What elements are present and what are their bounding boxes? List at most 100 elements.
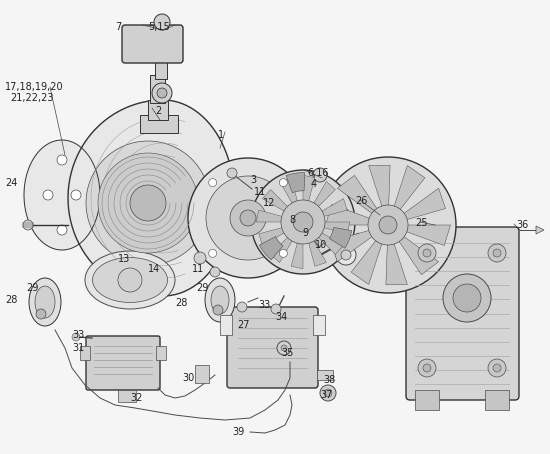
Bar xyxy=(80,346,90,360)
Circle shape xyxy=(423,364,431,372)
Bar xyxy=(140,115,178,133)
Text: 24: 24 xyxy=(5,178,18,188)
Circle shape xyxy=(206,176,290,260)
Text: 38: 38 xyxy=(323,375,336,385)
Circle shape xyxy=(154,14,170,30)
Bar xyxy=(156,346,166,360)
Circle shape xyxy=(493,249,501,257)
Circle shape xyxy=(43,190,53,200)
Circle shape xyxy=(279,178,287,187)
Circle shape xyxy=(418,359,436,377)
Circle shape xyxy=(98,153,198,253)
Polygon shape xyxy=(311,209,355,247)
Text: 12: 12 xyxy=(263,198,276,208)
Circle shape xyxy=(488,359,506,377)
Circle shape xyxy=(281,345,287,351)
Ellipse shape xyxy=(35,286,55,318)
Text: 2: 2 xyxy=(155,106,161,116)
Text: 36: 36 xyxy=(516,220,528,230)
Polygon shape xyxy=(271,236,293,262)
Text: 35: 35 xyxy=(281,348,293,358)
Text: 14: 14 xyxy=(148,264,160,274)
Bar xyxy=(148,100,168,120)
Polygon shape xyxy=(368,165,390,208)
Circle shape xyxy=(23,220,33,230)
Text: 34: 34 xyxy=(275,312,287,322)
Polygon shape xyxy=(259,227,285,246)
Circle shape xyxy=(279,249,287,257)
Wedge shape xyxy=(286,173,305,192)
Circle shape xyxy=(210,267,220,277)
Polygon shape xyxy=(303,175,315,202)
Text: 33: 33 xyxy=(72,330,84,340)
Bar xyxy=(118,390,136,402)
Circle shape xyxy=(493,364,501,372)
Circle shape xyxy=(271,304,281,314)
Text: 30: 30 xyxy=(182,373,194,383)
Ellipse shape xyxy=(205,278,235,322)
Circle shape xyxy=(118,268,142,292)
Text: 39: 39 xyxy=(232,427,244,437)
Polygon shape xyxy=(262,190,289,212)
Text: 3: 3 xyxy=(250,175,256,185)
Ellipse shape xyxy=(85,251,175,309)
Polygon shape xyxy=(308,239,326,266)
Circle shape xyxy=(320,385,336,401)
Polygon shape xyxy=(386,242,408,285)
Text: 27: 27 xyxy=(237,320,250,330)
Circle shape xyxy=(293,212,313,232)
Circle shape xyxy=(418,244,436,262)
Text: 7: 7 xyxy=(115,22,121,32)
Circle shape xyxy=(488,244,506,262)
Wedge shape xyxy=(329,227,351,248)
Polygon shape xyxy=(536,226,544,234)
Polygon shape xyxy=(405,225,450,246)
Text: 32: 32 xyxy=(130,393,142,403)
Circle shape xyxy=(130,185,166,221)
Bar xyxy=(195,365,209,383)
Wedge shape xyxy=(260,237,283,260)
Polygon shape xyxy=(256,210,284,222)
Text: 6,16: 6,16 xyxy=(307,168,328,178)
Bar xyxy=(220,315,232,335)
Polygon shape xyxy=(322,222,350,234)
Circle shape xyxy=(57,225,67,235)
FancyBboxPatch shape xyxy=(406,227,519,400)
Bar xyxy=(317,370,333,380)
Bar xyxy=(150,75,165,103)
Text: 11: 11 xyxy=(254,187,266,197)
Circle shape xyxy=(230,200,266,236)
Text: 37: 37 xyxy=(320,390,332,400)
Ellipse shape xyxy=(211,286,229,314)
Circle shape xyxy=(208,178,217,187)
Circle shape xyxy=(453,284,481,312)
Text: 13: 13 xyxy=(118,254,130,264)
Text: 8: 8 xyxy=(289,215,295,225)
Text: 33: 33 xyxy=(258,300,270,310)
Text: 5,15: 5,15 xyxy=(148,22,170,32)
Bar xyxy=(485,390,509,410)
Circle shape xyxy=(72,333,80,341)
Polygon shape xyxy=(398,236,438,275)
Ellipse shape xyxy=(92,257,168,302)
Polygon shape xyxy=(331,230,373,262)
Circle shape xyxy=(423,249,431,257)
FancyBboxPatch shape xyxy=(86,336,160,390)
Ellipse shape xyxy=(29,278,61,326)
Circle shape xyxy=(71,190,81,200)
Circle shape xyxy=(227,168,237,178)
Circle shape xyxy=(240,210,256,226)
Polygon shape xyxy=(326,205,371,225)
Circle shape xyxy=(324,389,332,397)
FancyBboxPatch shape xyxy=(227,307,318,388)
Text: 9: 9 xyxy=(302,228,308,238)
Circle shape xyxy=(157,88,167,98)
Text: 11: 11 xyxy=(192,264,204,274)
Text: 26: 26 xyxy=(355,196,367,206)
Text: 10: 10 xyxy=(315,240,327,250)
Circle shape xyxy=(251,170,355,274)
Circle shape xyxy=(277,341,291,355)
Circle shape xyxy=(194,252,206,264)
Polygon shape xyxy=(291,242,303,269)
Text: 21,22,23: 21,22,23 xyxy=(10,93,53,103)
